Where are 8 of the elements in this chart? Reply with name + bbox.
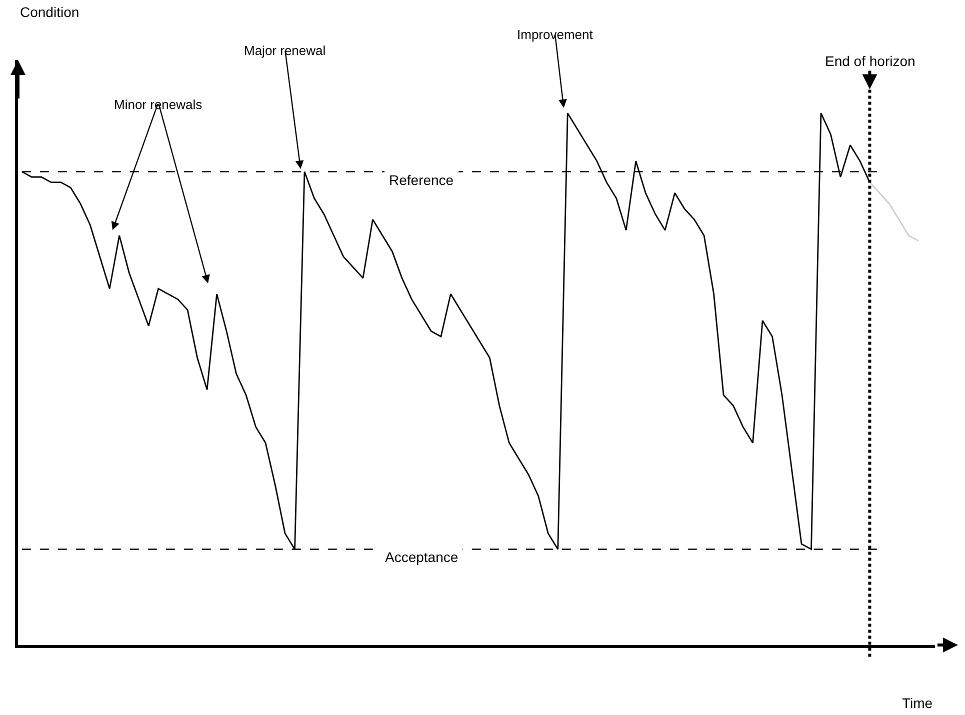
- text: Condition: [20, 4, 80, 20]
- ref-line-label: Reference: [389, 172, 454, 188]
- text: Major renewal: [244, 43, 326, 58]
- text: Minor renewals: [114, 97, 203, 112]
- x-axis-title: Time: [902, 695, 933, 711]
- text: End of horizon: [825, 53, 916, 69]
- text: Improvement: [517, 27, 594, 42]
- ref-line-label: Acceptance: [385, 549, 458, 565]
